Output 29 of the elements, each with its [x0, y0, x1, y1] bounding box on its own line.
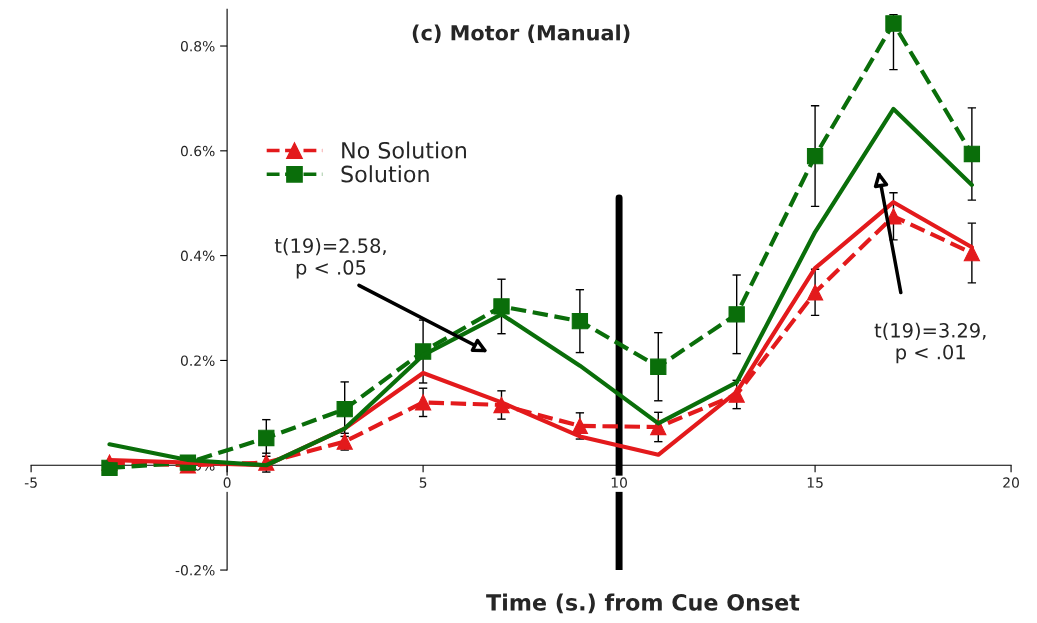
- point: [414, 394, 432, 411]
- point: [571, 417, 589, 435]
- y-tick-label: -0.2%: [175, 565, 215, 576]
- annotation: t(19)=2.58, p < .05: [274, 238, 386, 279]
- point: [963, 145, 981, 163]
- x-axis-title: Time (s.) from Cue Onset: [486, 593, 800, 614]
- x-tick-label: 20: [1003, 477, 1019, 488]
- y-tick-label: 0.4%: [180, 250, 215, 262]
- point: [806, 284, 824, 301]
- x-tick-label: 15: [807, 477, 823, 488]
- x-tick-label: 5: [419, 477, 427, 488]
- x-tick-label: 10: [611, 477, 627, 488]
- point: [650, 358, 667, 375]
- point: [336, 401, 353, 418]
- point: [728, 306, 745, 323]
- text: (c) Motor (Manual): [412, 24, 630, 44]
- legend-label: No Solution: [342, 141, 466, 159]
- y-tick-label: 0.2%: [180, 355, 215, 366]
- x-tick-label: -5: [24, 477, 37, 488]
- legend-label: Solution: [341, 165, 429, 183]
- annotation: t(19)=3.29, p < .01: [874, 322, 986, 364]
- point: [571, 312, 589, 330]
- point: [806, 147, 824, 165]
- x-tick-label: 0: [223, 477, 231, 488]
- point: [258, 429, 275, 447]
- point: [885, 15, 902, 32]
- y-tick-label: 0.6%: [180, 145, 215, 157]
- y-tick-label: 0.8%: [180, 40, 215, 52]
- point: [493, 298, 510, 315]
